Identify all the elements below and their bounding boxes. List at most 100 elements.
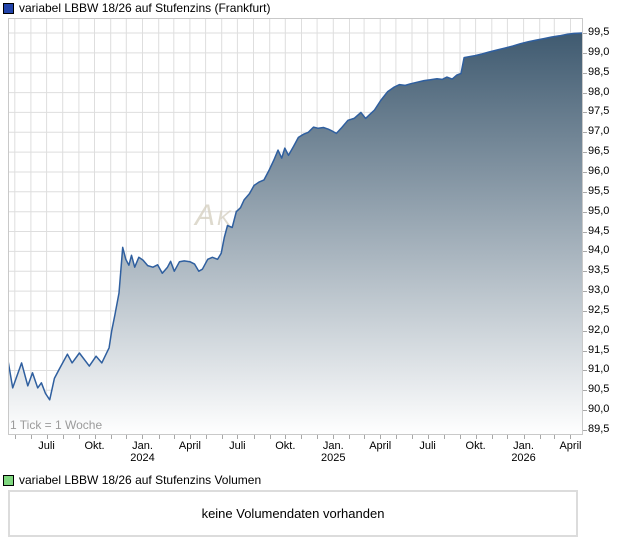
x-axis-tick-mark <box>253 435 255 439</box>
plot-border <box>8 18 583 435</box>
x-axis-tick-mark <box>62 435 64 439</box>
volume-empty-panel: keine Volumendaten vorhanden <box>8 490 578 537</box>
y-axis-tick-mark <box>583 231 587 233</box>
y-axis-tick-label: 99,0 <box>588 45 610 58</box>
y-axis-tick-label: 96,5 <box>588 145 610 158</box>
x-axis-tick-mark <box>189 435 191 439</box>
y-axis-tick-label: 96,0 <box>588 164 610 177</box>
x-axis-tick-mark <box>380 435 382 439</box>
y-axis-tick-label: 99,5 <box>588 26 610 38</box>
y-axis-tick-label: 92,0 <box>588 323 610 336</box>
y-axis-tick-label: 95,0 <box>588 204 610 217</box>
x-axis-tick-mark <box>158 435 160 439</box>
y-axis-tick-mark <box>583 92 587 94</box>
y-axis-tick-label: 94,0 <box>588 244 610 257</box>
x-axis-tick-mark <box>475 435 477 439</box>
x-axis-tick-mark <box>395 435 397 439</box>
x-axis-tick-mark <box>507 435 509 439</box>
x-axis-tick-mark <box>349 435 351 439</box>
y-axis-tick-mark <box>583 291 587 293</box>
x-axis-tick-label: April <box>178 440 201 452</box>
y-axis-tick-mark <box>583 112 587 114</box>
x-axis-tick-mark <box>443 435 445 439</box>
x-axis-tick-mark <box>364 435 366 439</box>
x-axis-tick-mark <box>205 435 207 439</box>
x-axis-tick-label: Jan. 2024 <box>130 440 155 464</box>
x-axis-tick-mark <box>459 435 461 439</box>
y-axis-tick-mark <box>583 191 587 193</box>
y-axis-labels: 99,5 99,0 98,5 98,0 97,5 97,0 96,5 96,0 95,5 95,0… <box>588 0 620 435</box>
x-axis-tick-mark <box>78 435 80 439</box>
x-axis-tick-mark <box>94 435 96 439</box>
tick-interval-note: 1 Tick = 1 Woche <box>10 418 103 432</box>
x-axis-tick-mark <box>301 435 303 439</box>
x-axis-tick-label: Juli <box>419 440 436 452</box>
y-axis-tick-mark <box>583 310 587 312</box>
y-axis-tick-label: 98,0 <box>588 85 610 98</box>
y-axis-tick-label: 97,0 <box>588 125 610 138</box>
y-axis-tick-label: 97,5 <box>588 105 610 118</box>
price-area-chart[interactable]: Aktiencheck <box>8 18 583 435</box>
x-axis-tick-mark <box>126 435 128 439</box>
x-axis-tick-mark <box>14 435 16 439</box>
price-area-fill <box>8 33 583 435</box>
y-axis-tick-mark <box>583 152 587 154</box>
x-axis-tick-label: April <box>559 440 582 452</box>
y-axis-tick-label: 91,5 <box>588 343 610 356</box>
y-axis-tick-mark <box>583 370 587 372</box>
x-axis-tick-mark <box>523 435 525 439</box>
x-axis-tick-mark <box>554 435 556 439</box>
y-axis-tick-label: 90,0 <box>588 403 610 416</box>
price-legend-label: variabel LBBW 18/26 auf Stufenzins (Fran… <box>19 1 271 15</box>
y-axis-tick-mark <box>583 390 587 392</box>
y-axis-tick-mark <box>583 350 587 352</box>
y-axis-tick-label: 94,5 <box>588 224 610 237</box>
y-axis-tick-mark <box>583 52 587 54</box>
volume-legend-label: variabel LBBW 18/26 auf Stufenzins Volum… <box>19 473 262 487</box>
x-axis-tick-mark <box>491 435 493 439</box>
x-axis-tick-label: April <box>369 440 392 452</box>
x-axis-tick-mark <box>173 435 175 439</box>
y-axis-tick-mark <box>583 211 587 213</box>
y-axis-tick-label: 91,0 <box>588 363 610 376</box>
x-axis-tick-label: Jan. 2025 <box>321 440 346 464</box>
y-axis-tick-label: 90,5 <box>588 383 610 396</box>
x-axis-tick-mark <box>317 435 319 439</box>
volume-series-swatch-icon <box>3 475 14 486</box>
x-axis-tick-mark <box>46 435 48 439</box>
x-axis-tick-mark <box>30 435 32 439</box>
y-axis-tick-mark <box>583 271 587 273</box>
y-axis-tick-label: 92,5 <box>588 303 610 316</box>
y-axis-tick-label: 93,5 <box>588 264 610 277</box>
y-axis-tick-label: 89,5 <box>588 423 610 435</box>
price-series-swatch-icon <box>3 3 14 14</box>
y-axis-tick-mark <box>583 72 587 74</box>
price-line <box>8 32 583 401</box>
x-axis-tick-mark <box>427 435 429 439</box>
x-axis-tick-mark <box>237 435 239 439</box>
y-axis-tick-mark <box>583 33 587 34</box>
x-axis-tick-label: Okt. <box>465 440 486 452</box>
y-axis-tick-mark <box>583 430 587 431</box>
x-axis-tick-mark <box>539 435 541 439</box>
y-axis-tick-mark <box>583 251 587 253</box>
x-axis-tick-label: Juli <box>229 440 246 452</box>
x-axis-tick-label: Jan. 2026 <box>511 440 536 464</box>
x-axis-tick-mark <box>412 435 413 439</box>
price-chart-plot-area[interactable]: Aktiencheck 1 Tick = 1 Woche <box>8 18 583 435</box>
x-axis-tick-mark <box>221 435 223 439</box>
volume-legend: variabel LBBW 18/26 auf Stufenzins Volum… <box>3 474 261 487</box>
y-axis-tick-mark <box>583 410 587 412</box>
y-axis-tick-label: 98,5 <box>588 65 610 78</box>
y-axis-tick-label: 93,0 <box>588 284 610 297</box>
x-axis-tick-mark <box>269 435 271 439</box>
x-axis-tick-mark <box>570 435 572 439</box>
x-axis-tick-label: Juli <box>38 440 55 452</box>
x-axis-tick-label: Okt. <box>275 440 296 452</box>
x-axis-tick-mark <box>110 435 112 439</box>
y-axis-tick-mark <box>583 171 587 173</box>
y-axis-tick-mark <box>583 330 587 332</box>
x-axis-labels: Juli Okt. Jan. 2024 April Juli Okt. Jan. 2025 A… <box>0 440 620 468</box>
price-legend: variabel LBBW 18/26 auf Stufenzins (Fran… <box>3 2 270 15</box>
x-axis-tick-label: Okt. <box>84 440 105 452</box>
